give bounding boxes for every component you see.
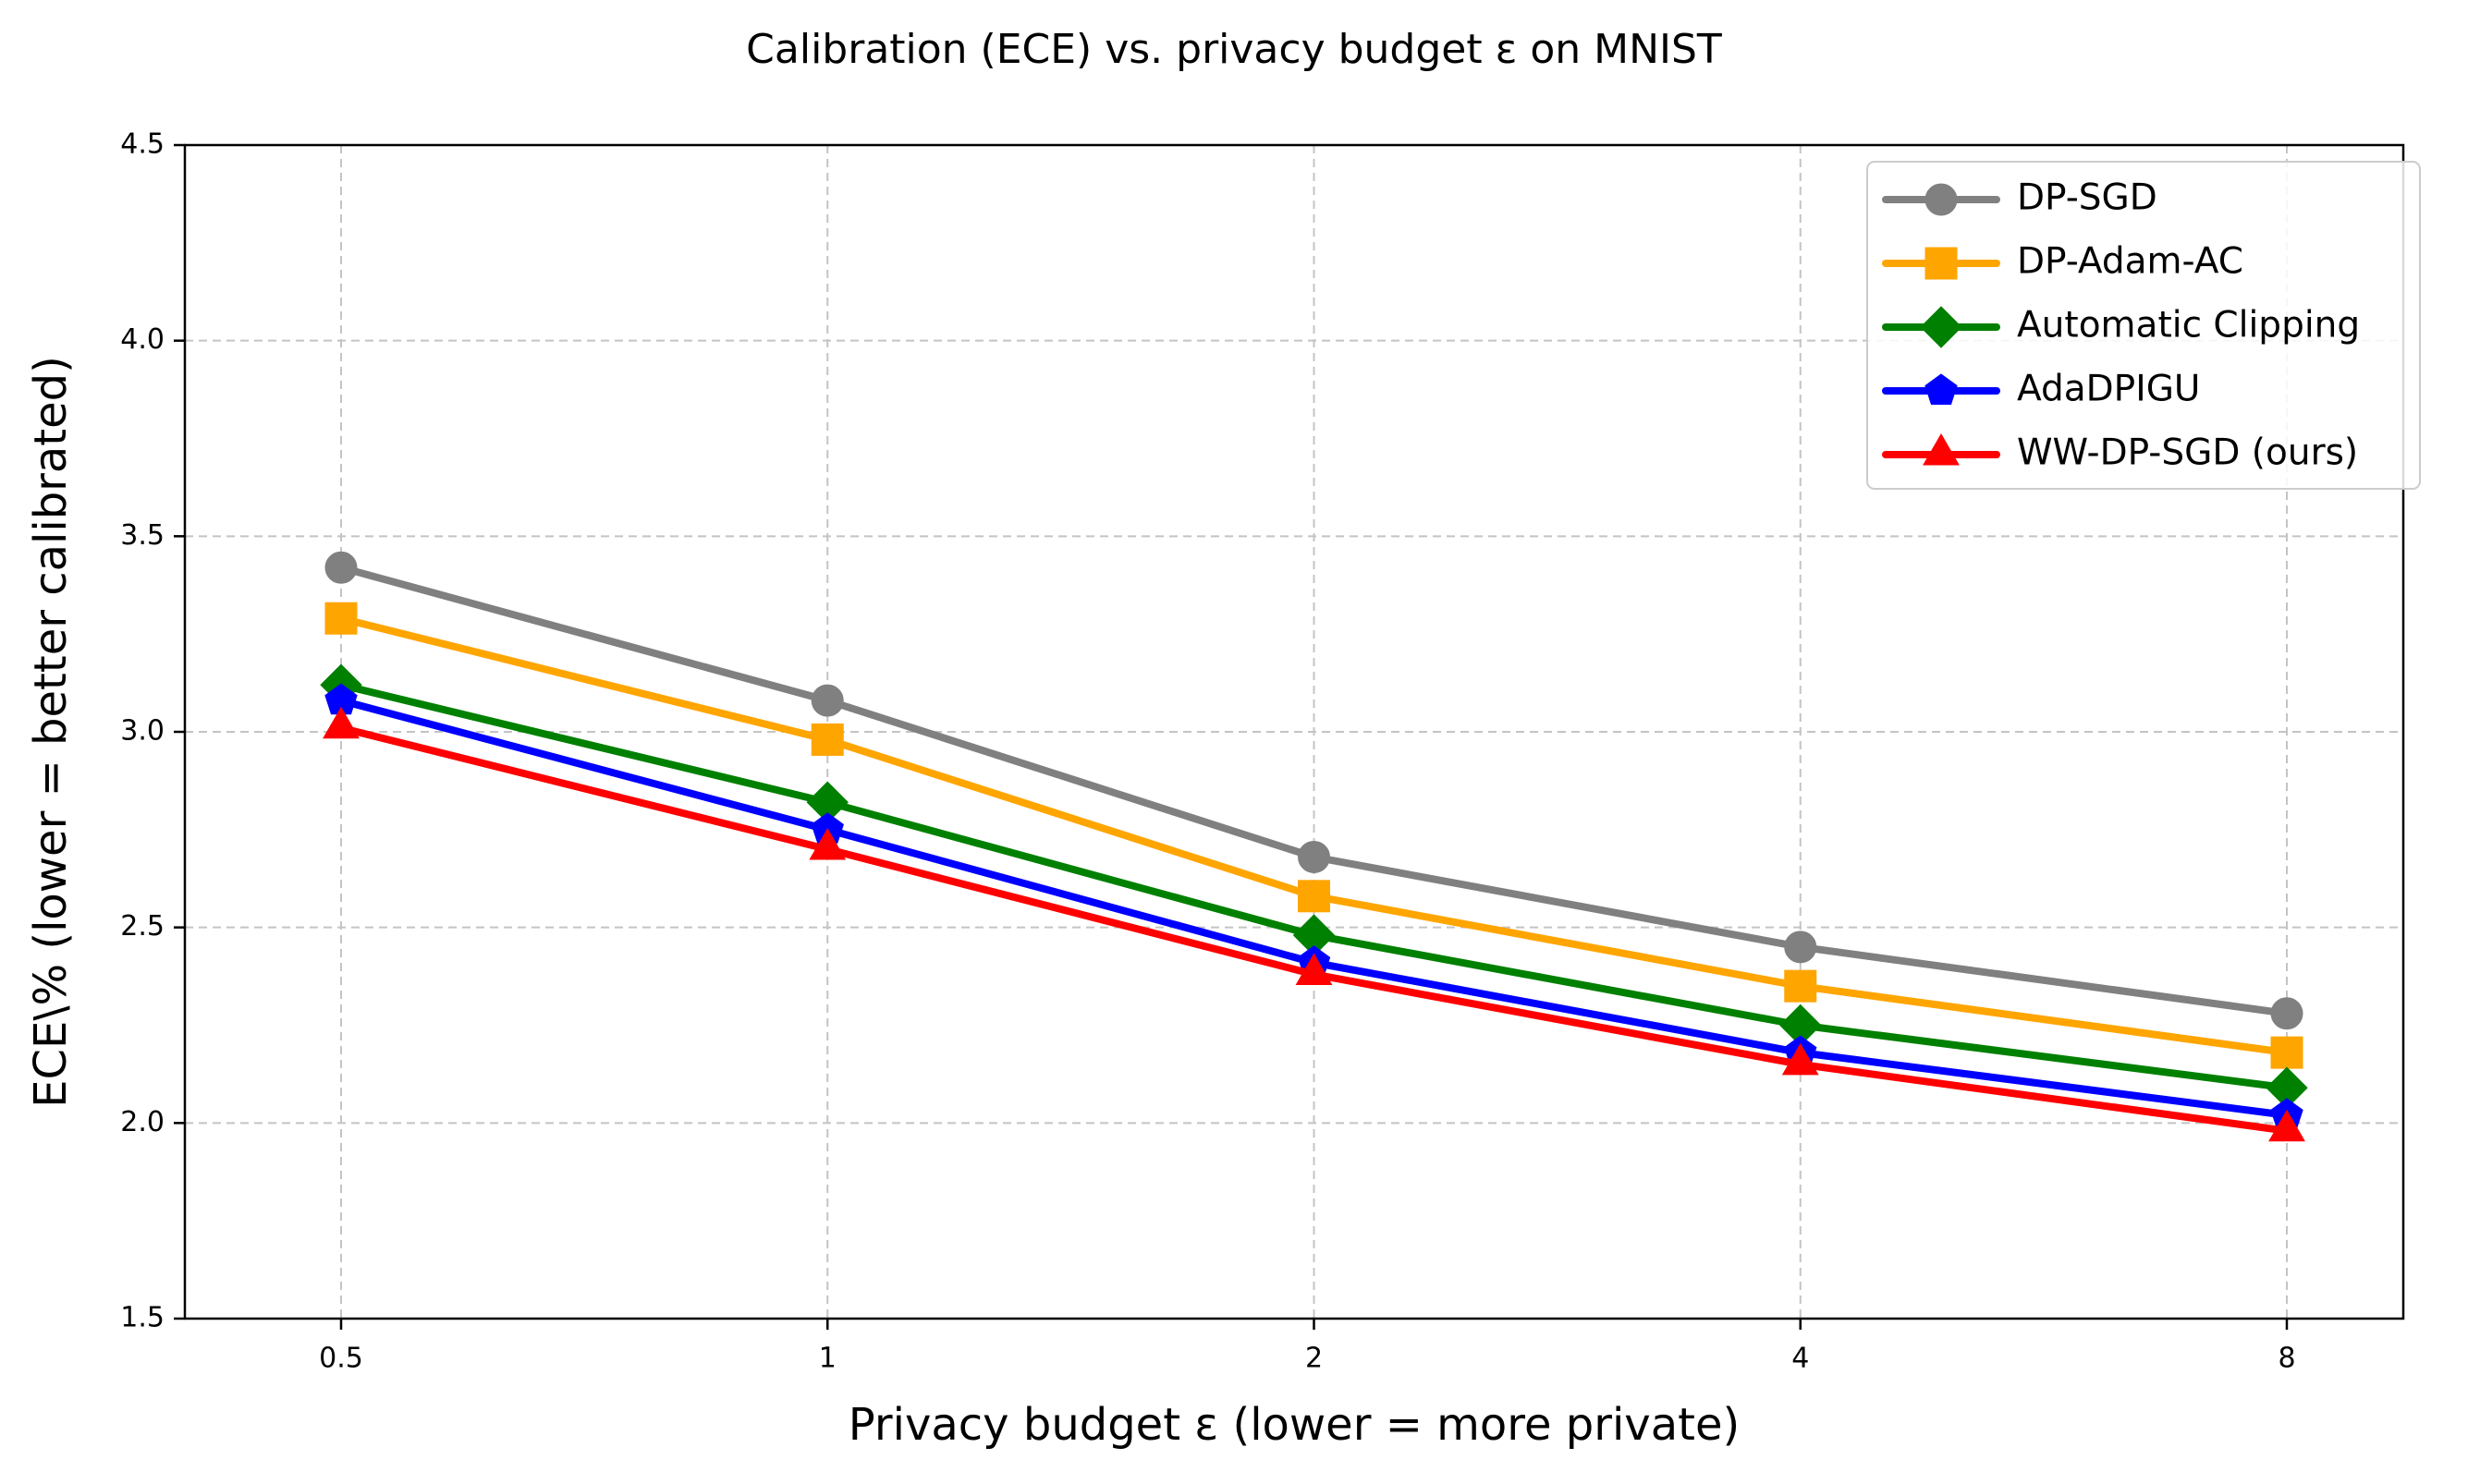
legend-item-dp-sgd: DP-SGD <box>1882 177 2157 219</box>
legend-item-ww-dp-sgd-ours: WW-DP-SGD (ours) <box>1882 432 2358 474</box>
legend-item-dp-adam-ac: DP-Adam-AC <box>1882 241 2243 283</box>
data-point-dp-adam-ac <box>1298 880 1330 913</box>
legend-item-adadpigu: AdaDPIGU <box>1882 369 2200 410</box>
legend: DP-SGD DP-Adam-AC Automatic Clipping AdaDPI… <box>1866 161 2421 490</box>
legend-marker <box>1924 247 1958 280</box>
legend-label: Automatic Clipping <box>2017 305 2360 347</box>
legend-label: DP-Adam-AC <box>2017 241 2243 283</box>
legend-label: DP-SGD <box>2017 177 2157 219</box>
y-axis-title: ECE\% (lower = better calibrated) <box>25 356 77 1108</box>
data-point-dp-adam-ac <box>811 723 844 756</box>
legend-item-automatic-clipping: Automatic Clipping <box>1882 305 2360 348</box>
x-tick-label: 8 <box>2278 1343 2295 1375</box>
data-point-dp-sgd <box>1784 931 1817 964</box>
legend-label: WW-DP-SGD (ours) <box>2017 432 2358 474</box>
y-tick-label: 1.5 <box>120 1302 165 1334</box>
x-tick-label: 4 <box>1791 1343 1809 1375</box>
series-group <box>320 551 2308 1142</box>
data-point-ww-dp-sgd-ours <box>2268 1109 2305 1142</box>
legend-box <box>1866 161 2421 490</box>
y-tick-label: 2.0 <box>120 1106 165 1138</box>
data-point-dp-sgd <box>324 551 358 584</box>
data-point-ww-dp-sgd-ours <box>1295 953 1333 985</box>
y-tick-label: 3.0 <box>120 715 165 748</box>
data-point-ww-dp-sgd-ours <box>809 827 847 860</box>
data-point-dp-adam-ac <box>324 602 358 635</box>
data-point-dp-sgd <box>2270 997 2303 1030</box>
data-point-ww-dp-sgd-ours <box>1781 1042 1819 1076</box>
x-axis-title: Privacy budget ε (lower = more private) <box>849 1399 1740 1451</box>
legend-marker <box>1924 183 1958 216</box>
x-tick-label: 2 <box>1305 1343 1323 1375</box>
y-tick-label: 2.5 <box>120 910 165 943</box>
data-point-ww-dp-sgd-ours <box>323 706 360 739</box>
x-tick-label: 0.5 <box>319 1343 363 1375</box>
series-dp-sgd <box>324 551 2303 1030</box>
legend-marker <box>1920 306 1962 348</box>
data-point-dp-sgd <box>811 684 844 717</box>
chart-title: Calibration (ECE) vs. privacy budget ε o… <box>746 26 1722 73</box>
series-ww-dp-sgd-ours <box>323 706 2305 1142</box>
y-tick-label: 4.5 <box>120 128 165 161</box>
data-point-dp-adam-ac <box>1784 969 1817 1003</box>
series-dp-adam-ac <box>324 602 2303 1069</box>
legend-marker <box>1923 432 1960 466</box>
y-tick-label: 3.5 <box>120 519 165 552</box>
legend-label: AdaDPIGU <box>2017 369 2200 410</box>
x-tick-label: 1 <box>819 1343 837 1375</box>
data-point-dp-adam-ac <box>2270 1036 2303 1069</box>
axes: 0.5 1 2 4 8 1.5 2.0 2.5 3.0 3.5 4.0 4.5 <box>120 128 2295 1375</box>
legend-marker <box>1924 373 1958 406</box>
data-point-dp-sgd <box>1298 840 1330 873</box>
y-tick-label: 4.0 <box>120 323 165 356</box>
